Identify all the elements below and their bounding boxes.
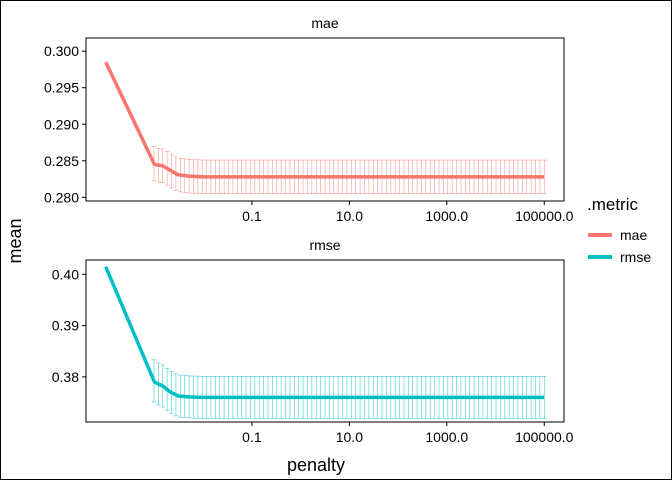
y-tick-label: 0.285 (44, 153, 79, 169)
series-mae (106, 62, 547, 194)
x-tick-label: 0.1 (242, 208, 262, 224)
strip-label-rmse: rmse (309, 237, 340, 253)
series-rmse (106, 267, 547, 419)
y-tick-label: 0.300 (44, 43, 79, 59)
y-tick-label: 0.40 (52, 266, 79, 282)
x-tick-label: 100000.0 (515, 208, 574, 224)
y-tick-label: 0.295 (44, 80, 79, 96)
x-axis-label: penalty (287, 455, 345, 475)
panels-layer: mae 0.280 0.285 0.290 0.295 0.300 0.1 10.0 1000.… (44, 15, 574, 445)
strip-label-mae: mae (311, 15, 338, 31)
x-tick-label: 0.1 (242, 429, 262, 445)
y-tick-label: 0.38 (52, 369, 79, 385)
legend-label-rmse: rmse (620, 249, 651, 265)
y-tick-label: 0.39 (52, 318, 79, 334)
panel-rmse: rmse 0.38 0.39 0.40 0.1 10.0 1000.0 100000.0 (52, 237, 574, 445)
y-axis-label: mean (5, 218, 25, 263)
error-bars-mae (152, 147, 547, 194)
y-tick-label: 0.280 (44, 189, 79, 205)
legend: .metric mae rmse (587, 195, 651, 265)
legend-title: .metric (587, 195, 639, 214)
y-tick-label: 0.290 (44, 116, 79, 132)
x-tick-label: 10.0 (336, 429, 363, 445)
x-tick-label: 1000.0 (425, 208, 468, 224)
error-bars-rmse (152, 360, 547, 419)
panel-mae: mae 0.280 0.285 0.290 0.295 0.300 0.1 10.0 1000.… (44, 15, 574, 224)
x-tick-label: 10.0 (336, 208, 363, 224)
x-tick-label: 1000.0 (425, 429, 468, 445)
legend-label-mae: mae (620, 227, 647, 243)
x-tick-label: 100000.0 (515, 429, 574, 445)
